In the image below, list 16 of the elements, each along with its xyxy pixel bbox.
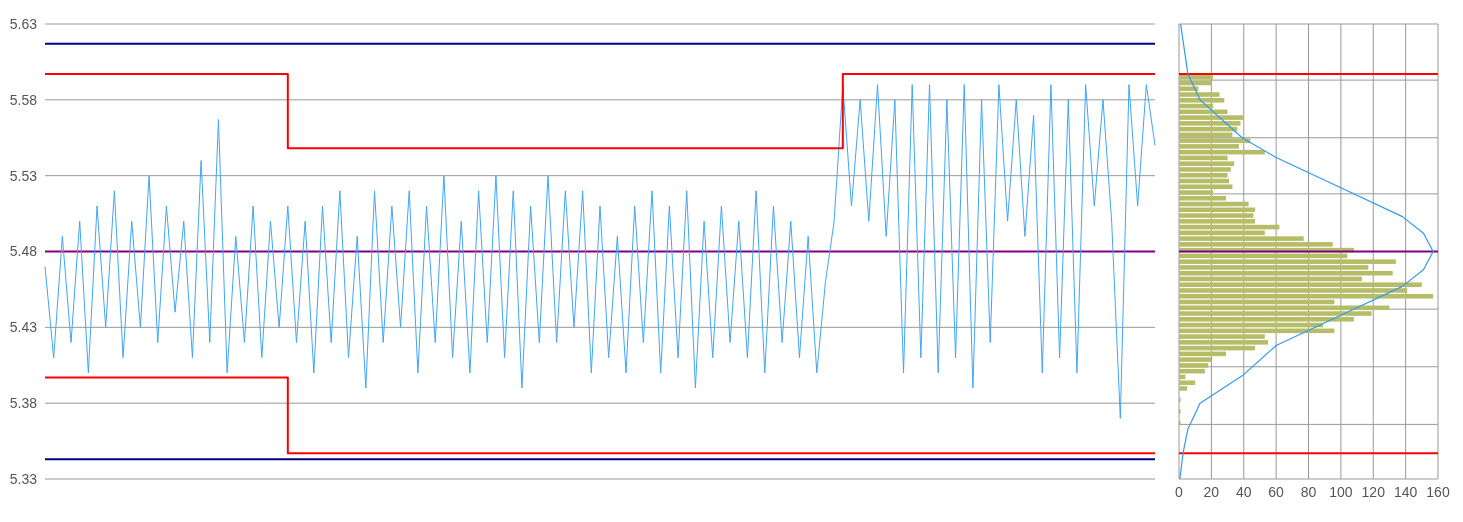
x-tick-label: 80 bbox=[1300, 483, 1317, 500]
y-tick-label: 5.38 bbox=[9, 395, 38, 412]
y-tick-label: 5.58 bbox=[9, 91, 38, 108]
x-tick-label: 0 bbox=[1175, 483, 1184, 500]
x-tick-label: 120 bbox=[1361, 483, 1386, 500]
x-tick-label: 40 bbox=[1235, 483, 1252, 500]
y-tick-label: 5.43 bbox=[9, 319, 38, 336]
y-tick-label: 5.53 bbox=[9, 167, 38, 184]
y-tick-label: 5.48 bbox=[9, 243, 38, 260]
x-tick-label: 60 bbox=[1268, 483, 1285, 500]
x-tick-label: 140 bbox=[1393, 483, 1418, 500]
x-tick-label: 20 bbox=[1203, 483, 1220, 500]
y-tick-label: 5.33 bbox=[9, 470, 38, 487]
x-tick-label: 100 bbox=[1329, 483, 1353, 500]
x-tick-label: 160 bbox=[1426, 483, 1450, 500]
y-tick-label: 5.63 bbox=[9, 15, 38, 32]
